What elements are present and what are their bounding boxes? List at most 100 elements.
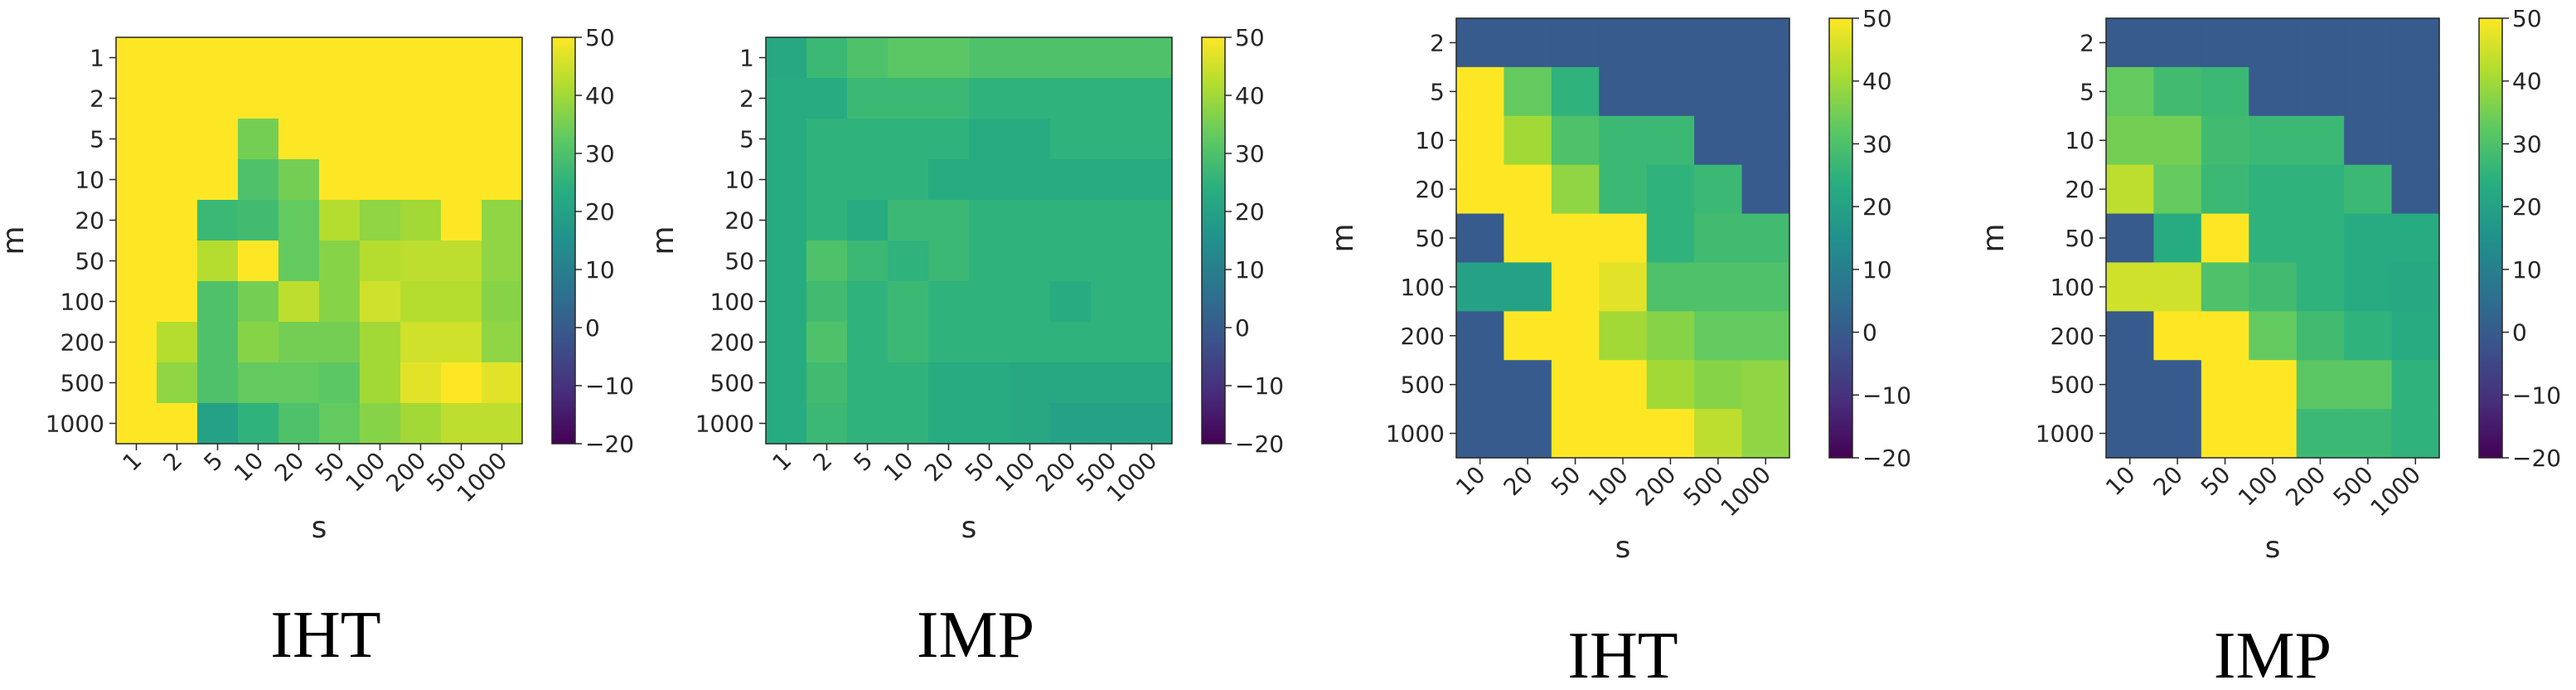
heatmap-cell (1551, 66, 1600, 117)
heatmap-cell (1131, 281, 1173, 323)
x-tick-label: 100 (1583, 461, 1634, 512)
heatmap-cell (2106, 115, 2155, 166)
heatmap-cell (2153, 66, 2202, 117)
y-tick-label: 200 (710, 329, 754, 357)
heatmap-cell (482, 159, 523, 201)
colorbar-tick-label: 0 (1862, 319, 1877, 347)
heatmap-cell (2201, 360, 2249, 410)
heatmap-cell (2106, 164, 2155, 215)
colorbar-tick-label: 20 (1235, 198, 1265, 226)
heatmap-cell (2391, 213, 2440, 264)
heatmap-cell (197, 362, 239, 404)
heatmap-cell (928, 200, 970, 241)
heatmap-cell (1551, 262, 1600, 312)
colorbar-tick-label: 0 (2512, 319, 2527, 347)
heatmap-cell (847, 200, 889, 241)
x-tick-label: 10 (2100, 461, 2141, 502)
heatmap-cell (319, 241, 361, 282)
heatmap-cell (2201, 311, 2249, 361)
x-tick-label: 200 (1030, 447, 1081, 498)
heatmap-cell (806, 403, 848, 445)
heatmap-cell (197, 37, 239, 79)
colorbar-tick-label: 10 (2512, 256, 2542, 284)
heatmap-cell (482, 37, 523, 79)
colorbar-frame (2478, 17, 2503, 459)
heatmap-cell (482, 403, 523, 445)
heatmap-cell (157, 403, 198, 445)
heatmap-cell (2201, 164, 2249, 215)
heatmap-cell (319, 37, 361, 79)
heatmap-cell (157, 78, 198, 119)
heatmap-cell (1456, 213, 1505, 264)
heatmap-cell (482, 362, 523, 404)
heatmap-cell (1050, 37, 1092, 79)
heatmap-cell (1091, 159, 1132, 201)
heatmap-cell (1741, 66, 1790, 117)
heatmap-cell (2391, 360, 2440, 410)
x-tick-label: 5 (849, 447, 879, 477)
colorbar-tick-label: 50 (1862, 5, 1892, 32)
y-tick-label: 10 (75, 167, 104, 194)
heatmap-cell (806, 362, 848, 404)
heatmap-cell (157, 322, 198, 363)
heatmap-cell (969, 37, 1010, 79)
heatmap-cell (1694, 66, 1743, 117)
colorbar-tick-label: 20 (2512, 193, 2542, 221)
colorbar-tick-label: −20 (585, 430, 634, 458)
heatmap-cell (2153, 213, 2202, 264)
heatmap-cell (1131, 241, 1173, 282)
heatmap-cell (928, 78, 970, 119)
heatmap-cell (1091, 322, 1132, 363)
heatmap-cell (1599, 115, 1648, 166)
heatmap-cell (1131, 403, 1173, 445)
heatmap-cell (2391, 409, 2440, 459)
heatmap-cell (1599, 213, 1648, 264)
heatmap-cell (400, 37, 442, 79)
heatmap-cell (1091, 362, 1132, 404)
heatmap-cell (928, 281, 970, 323)
colorbar-frame (551, 36, 576, 445)
heatmap-cell (1551, 18, 1600, 68)
heatmap-cell (2391, 66, 2440, 117)
heatmap-cell (2391, 164, 2440, 215)
heatmap-cell (1456, 409, 1505, 459)
heatmap-cell (1503, 18, 1552, 68)
y-axis-label: m (1977, 223, 2011, 252)
heatmap-cell (1010, 37, 1051, 79)
heatmap-cell (2296, 409, 2345, 459)
heatmap-cell (157, 119, 198, 160)
colorbar-tick-label: −20 (1862, 445, 1911, 472)
x-tick-label: 5 (199, 447, 229, 477)
heatmap-cell (400, 119, 442, 160)
heatmap-cell (197, 200, 239, 241)
heatmap-cell (1551, 360, 1600, 410)
colorbar-tick-label: 20 (1862, 193, 1892, 221)
heatmap-cell (1741, 311, 1790, 361)
y-tick-label: 10 (1415, 127, 1445, 154)
colorbar-tick-label: 40 (585, 82, 615, 109)
x-tick-label: 200 (380, 447, 431, 498)
heatmap-cell (1456, 164, 1505, 215)
heatmap-cell (1050, 403, 1092, 445)
heatmap-cell (1091, 78, 1132, 119)
heatmap-cell (197, 159, 239, 201)
heatmap-cell (1131, 322, 1173, 363)
heatmap-cell (1050, 78, 1092, 119)
heatmap-cell (888, 362, 929, 404)
heatmap-cell (197, 78, 239, 119)
heatmap-cell (157, 281, 198, 323)
heatmap-cell (1694, 360, 1743, 410)
heatmap-cell (888, 200, 929, 241)
x-tick-label: 1000 (1716, 461, 1777, 522)
chart-caption: IMP (2214, 620, 2331, 690)
heatmap-cell (2391, 115, 2440, 166)
y-tick-label: 2 (90, 85, 104, 113)
colorbar-tick-label: 30 (1862, 130, 1892, 158)
heatmap-cell (157, 362, 198, 404)
y-tick-label: 2 (1430, 29, 1445, 56)
y-tick-label: 100 (1401, 274, 1445, 301)
colorbar-tick-label: −20 (2512, 445, 2561, 472)
heatmap-cell (157, 200, 198, 241)
heatmap-cell (116, 403, 157, 445)
